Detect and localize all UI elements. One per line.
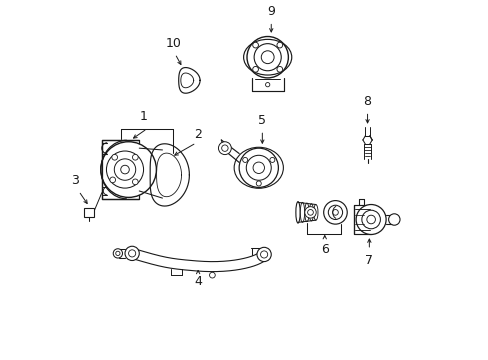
Ellipse shape <box>304 203 308 222</box>
Ellipse shape <box>295 202 300 223</box>
Polygon shape <box>150 144 189 206</box>
Circle shape <box>276 67 282 72</box>
Circle shape <box>128 250 136 257</box>
Circle shape <box>254 44 281 71</box>
Polygon shape <box>353 204 370 234</box>
Text: 5: 5 <box>258 114 266 127</box>
Circle shape <box>132 154 138 160</box>
Circle shape <box>218 142 231 154</box>
Text: 10: 10 <box>165 37 181 50</box>
Circle shape <box>239 148 278 188</box>
Circle shape <box>304 207 316 218</box>
Circle shape <box>246 36 288 78</box>
Circle shape <box>361 210 380 229</box>
Text: 6: 6 <box>320 243 328 256</box>
Circle shape <box>246 155 271 180</box>
Circle shape <box>121 165 129 174</box>
Text: 4: 4 <box>194 275 202 288</box>
Circle shape <box>257 247 271 262</box>
Text: 3: 3 <box>71 174 79 187</box>
Polygon shape <box>178 68 200 93</box>
Circle shape <box>261 51 274 64</box>
Text: 9: 9 <box>267 5 275 18</box>
Circle shape <box>269 157 274 162</box>
Ellipse shape <box>300 202 304 222</box>
Circle shape <box>242 157 247 162</box>
Ellipse shape <box>313 204 317 220</box>
Circle shape <box>366 215 375 224</box>
Circle shape <box>209 272 215 278</box>
Circle shape <box>332 210 338 215</box>
Circle shape <box>114 159 136 180</box>
Circle shape <box>276 42 282 48</box>
Circle shape <box>101 142 156 197</box>
Text: 2: 2 <box>194 128 202 141</box>
Circle shape <box>265 82 269 87</box>
Text: 7: 7 <box>365 255 372 267</box>
Circle shape <box>260 251 267 258</box>
Circle shape <box>355 204 386 234</box>
Circle shape <box>252 42 258 48</box>
Circle shape <box>253 162 264 174</box>
Circle shape <box>106 151 143 188</box>
Circle shape <box>327 205 342 220</box>
Circle shape <box>388 214 399 225</box>
Polygon shape <box>102 140 139 199</box>
Circle shape <box>252 67 258 72</box>
Circle shape <box>132 179 138 185</box>
Polygon shape <box>84 208 94 217</box>
Text: 8: 8 <box>363 95 371 108</box>
Circle shape <box>110 177 115 183</box>
Circle shape <box>112 154 117 160</box>
Polygon shape <box>131 248 267 271</box>
Circle shape <box>113 249 122 258</box>
Circle shape <box>323 201 346 224</box>
Text: 1: 1 <box>140 110 147 123</box>
Circle shape <box>256 181 261 186</box>
Ellipse shape <box>308 204 313 221</box>
Circle shape <box>125 246 139 261</box>
